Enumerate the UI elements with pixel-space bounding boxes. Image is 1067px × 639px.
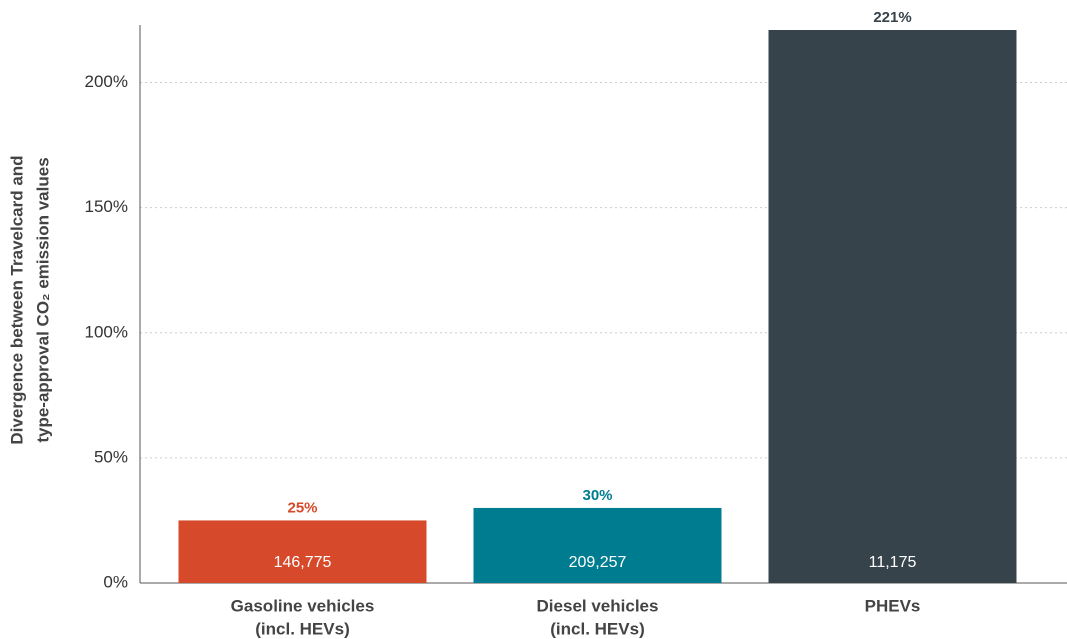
y-tick-label: 100% bbox=[85, 322, 128, 341]
bar-note: 11,175 bbox=[869, 554, 917, 571]
y-tick-label: 200% bbox=[85, 72, 128, 91]
x-tick-label: (incl. HEVs) bbox=[255, 619, 349, 638]
y-axis-label: type-approval CO₂ emission values bbox=[33, 157, 52, 442]
bar-note: 146,775 bbox=[274, 554, 332, 571]
value-label: 30% bbox=[582, 487, 612, 504]
bar bbox=[768, 30, 1017, 584]
bar-note: 209,257 bbox=[569, 554, 627, 571]
value-label: 25% bbox=[287, 499, 317, 516]
value-label: 221% bbox=[873, 9, 911, 26]
y-tick-label: 50% bbox=[94, 447, 128, 466]
x-tick-label: PHEVs bbox=[865, 596, 921, 615]
x-tick-label: Diesel vehicles bbox=[537, 596, 659, 615]
y-tick-label: 150% bbox=[85, 197, 128, 216]
y-axis-label: Divergence between Travelcard and bbox=[7, 155, 26, 444]
bar bbox=[473, 507, 722, 583]
x-tick-label: (incl. HEVs) bbox=[550, 619, 644, 638]
bar bbox=[178, 520, 427, 583]
x-tick-label: Gasoline vehicles bbox=[231, 596, 375, 615]
y-tick-label: 0% bbox=[103, 572, 128, 591]
